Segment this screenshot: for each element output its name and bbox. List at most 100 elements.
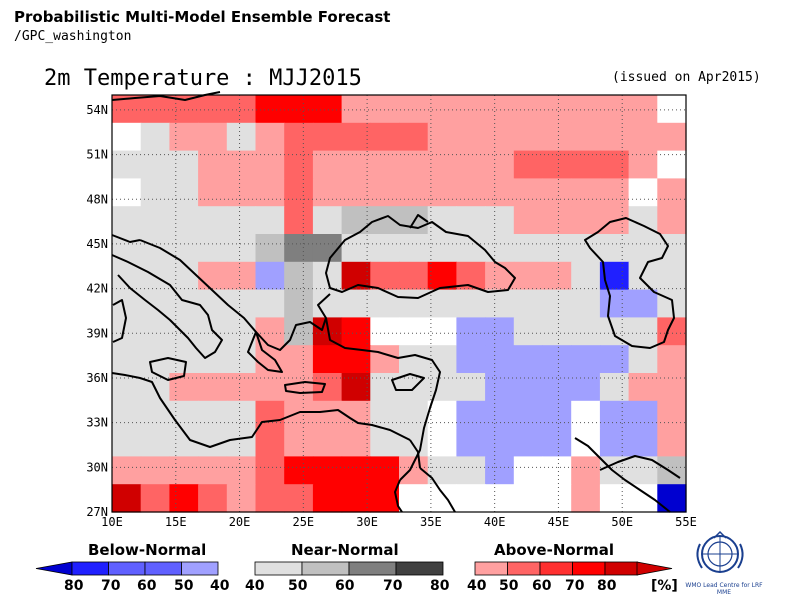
grid-cell <box>284 178 314 207</box>
grid-cell <box>341 95 371 124</box>
grid-cell <box>112 345 142 374</box>
grid-cell <box>542 261 572 291</box>
colorbar-label: 40 <box>210 578 230 594</box>
grid-cell <box>312 373 343 402</box>
grid-cell <box>427 178 457 207</box>
grid-cell <box>341 456 371 485</box>
coastlines <box>111 91 681 513</box>
x-tick-label: 15E <box>165 515 187 529</box>
y-tick-label: 39N <box>86 326 108 340</box>
grid-cell <box>284 428 314 457</box>
grid-cell <box>112 456 142 485</box>
grid-cell <box>226 178 257 207</box>
grid-cell <box>226 122 257 152</box>
colorbar-near-swatch <box>395 561 444 576</box>
grid-cell <box>427 150 457 179</box>
grid-cell <box>312 178 343 207</box>
grid-cell <box>370 95 400 124</box>
grid-cell <box>513 261 544 291</box>
graticule <box>112 95 686 512</box>
grid-cell <box>628 373 658 402</box>
grid-cell <box>140 234 170 263</box>
grid-cell <box>169 206 199 235</box>
grid-cell <box>284 150 314 179</box>
grid-cell <box>456 456 486 485</box>
grid-cell <box>513 234 544 263</box>
grid-cell <box>628 150 658 179</box>
grid-cell <box>312 289 343 318</box>
grid-cell <box>599 484 630 513</box>
grid-cell <box>571 206 601 235</box>
grid-cell <box>255 456 285 485</box>
colorbar-above-swatch <box>539 561 573 576</box>
grid-cell <box>399 122 429 152</box>
grid-cell <box>456 484 486 513</box>
grid-cell <box>513 345 544 374</box>
grid-cell <box>399 289 429 318</box>
grid-cell <box>485 400 515 430</box>
grid-cell <box>226 428 257 457</box>
colorbar-label: 80 <box>430 578 450 594</box>
grid-cell <box>341 373 371 402</box>
grid-cell <box>599 122 630 152</box>
grid-cell <box>427 234 457 263</box>
grid-cell <box>112 400 142 430</box>
grid-cell <box>169 317 199 346</box>
x-tick-label: 25E <box>292 515 314 529</box>
grid-cell <box>657 456 687 485</box>
y-tick-label: 30N <box>86 460 108 474</box>
grid-cell <box>513 456 544 485</box>
grid-cell <box>485 484 515 513</box>
grid-cell <box>599 428 630 457</box>
grid-cell <box>456 206 486 235</box>
grid-cell <box>599 150 630 179</box>
grid-cell <box>628 289 658 318</box>
grid-cell <box>599 400 630 430</box>
grid-cell <box>169 234 199 263</box>
grid-cell <box>341 317 371 346</box>
wmo-logo-text: WMO Lead Centre for LRF MME <box>685 582 763 596</box>
colorbar-below-swatch <box>181 561 219 576</box>
grid-cell <box>312 122 343 152</box>
grid-cell <box>140 206 170 235</box>
grid-cell <box>485 456 515 485</box>
grid-cell <box>571 345 601 374</box>
grid-cell <box>255 122 285 152</box>
grid-cell <box>226 317 257 346</box>
grid-cell <box>169 150 199 179</box>
grid-cell <box>485 95 515 124</box>
grid-cell <box>255 234 285 263</box>
y-tick-label: 45N <box>86 237 108 251</box>
x-axis-labels: 10E 15E 20E 25E 30E 35E 40E 45E 50E 55E <box>101 515 697 529</box>
y-axis-labels: 54N 51N 48N 45N 42N 39N 36N 33N 30N 27N <box>86 103 108 519</box>
grid-cell <box>542 373 572 402</box>
grid-cell <box>370 484 400 513</box>
grid-cell <box>226 345 257 374</box>
grid-cell <box>284 122 314 152</box>
grid-cell <box>542 95 572 124</box>
grid-cell <box>456 150 486 179</box>
grid-cell <box>226 206 257 235</box>
grid-cell <box>427 373 457 402</box>
grid-cell <box>341 428 371 457</box>
grid-cell <box>542 317 572 346</box>
grid-cell <box>657 95 687 124</box>
grid-cell <box>312 150 343 179</box>
grid-cell <box>399 317 429 346</box>
grid-cell <box>198 289 228 318</box>
grid-cell <box>427 122 457 152</box>
grid-cell <box>370 122 400 152</box>
grid-cell <box>312 345 343 374</box>
colorbar-above-swatch <box>474 561 508 576</box>
grid-cell <box>628 122 658 152</box>
grid-cell <box>169 178 199 207</box>
grid-cell <box>427 261 457 291</box>
grid-cell <box>198 150 228 179</box>
grid-cell <box>571 456 601 485</box>
grid-cell <box>399 178 429 207</box>
grid-cell <box>226 456 257 485</box>
grid-cell <box>513 317 544 346</box>
grid-cell <box>628 95 658 124</box>
grid-cell <box>226 373 257 402</box>
